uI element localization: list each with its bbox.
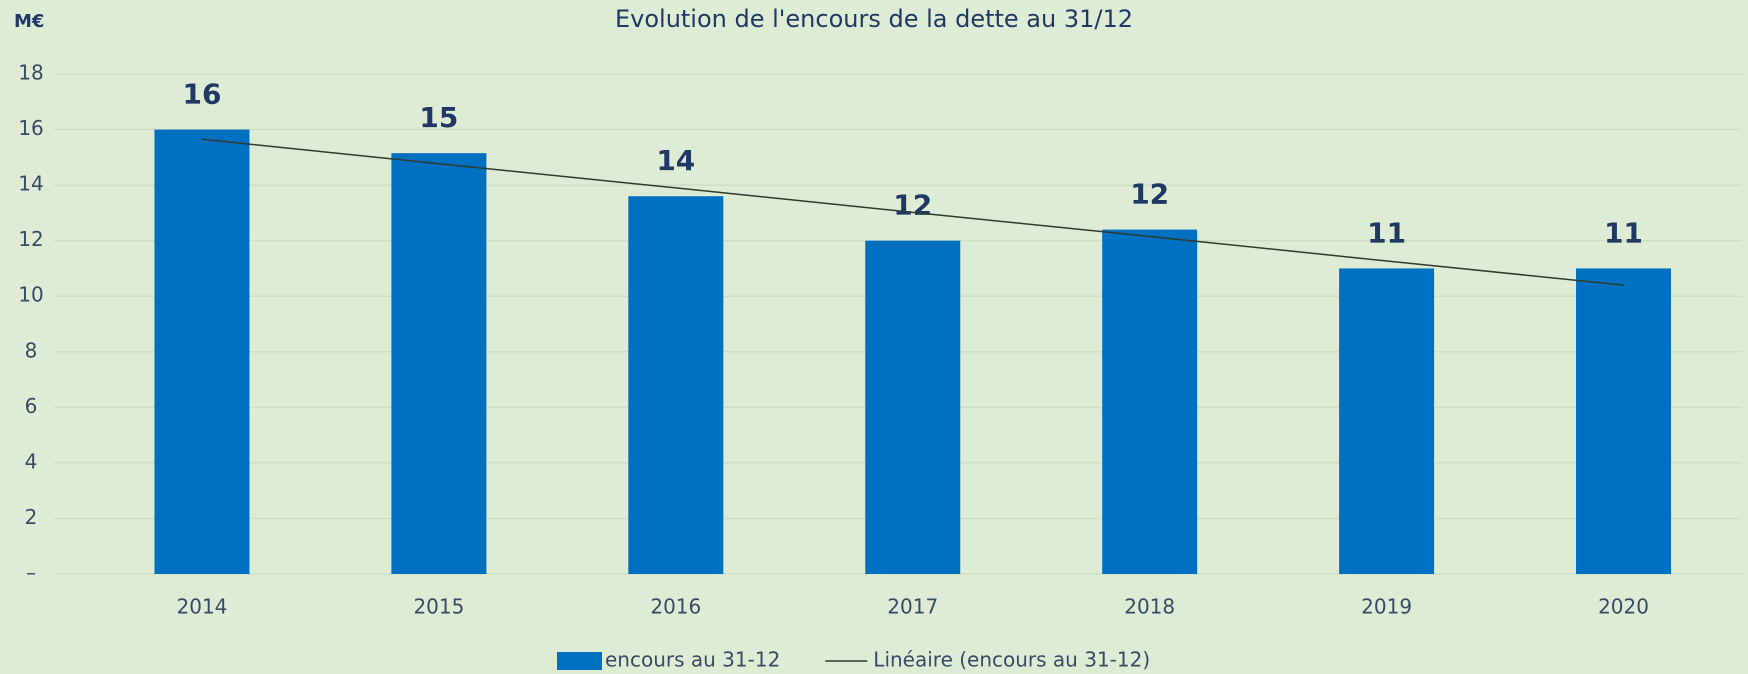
y-tick-label: 2 [25,505,38,529]
legend-swatch [557,652,602,670]
data-label: 11 [1367,216,1406,249]
data-label: 12 [893,189,932,222]
data-label: 15 [419,101,458,134]
y-axis-label: M€ [14,11,44,32]
x-tick-label: 2014 [177,595,228,619]
x-tick-label: 2018 [1124,595,1175,619]
legend-label: Linéaire (encours au 31-12) [873,648,1150,672]
chart-title: Evolution de l'encours de la dette au 31… [615,5,1133,33]
x-tick-label: 2020 [1598,595,1649,619]
y-tick-label: 8 [25,338,38,362]
bar [391,153,487,574]
y-tick-label: 18 [18,61,43,85]
bar [1339,268,1435,574]
bar [154,129,250,575]
x-tick-label: 2019 [1361,595,1412,619]
y-tick-label: 12 [18,227,43,251]
bar [865,240,961,574]
x-tick-label: 2016 [650,595,701,619]
bar [1102,229,1198,575]
x-tick-label: 2015 [413,595,464,619]
y-tick-label: 10 [18,283,43,307]
data-label: 16 [182,78,221,111]
trend-line [201,138,1624,286]
bar [628,196,724,574]
y-tick-label: 4 [25,449,38,473]
bar [1576,268,1672,574]
x-tick-label: 2017 [887,595,938,619]
data-label: 11 [1604,216,1643,249]
y-tick-label: 16 [18,116,43,140]
data-label: 12 [1130,178,1169,211]
y-tick-label: 6 [25,394,38,418]
y-tick-label: 14 [18,172,43,196]
y-tick-label: – [26,561,36,585]
data-label: 14 [656,144,695,177]
legend-label: encours au 31-12 [605,648,780,672]
